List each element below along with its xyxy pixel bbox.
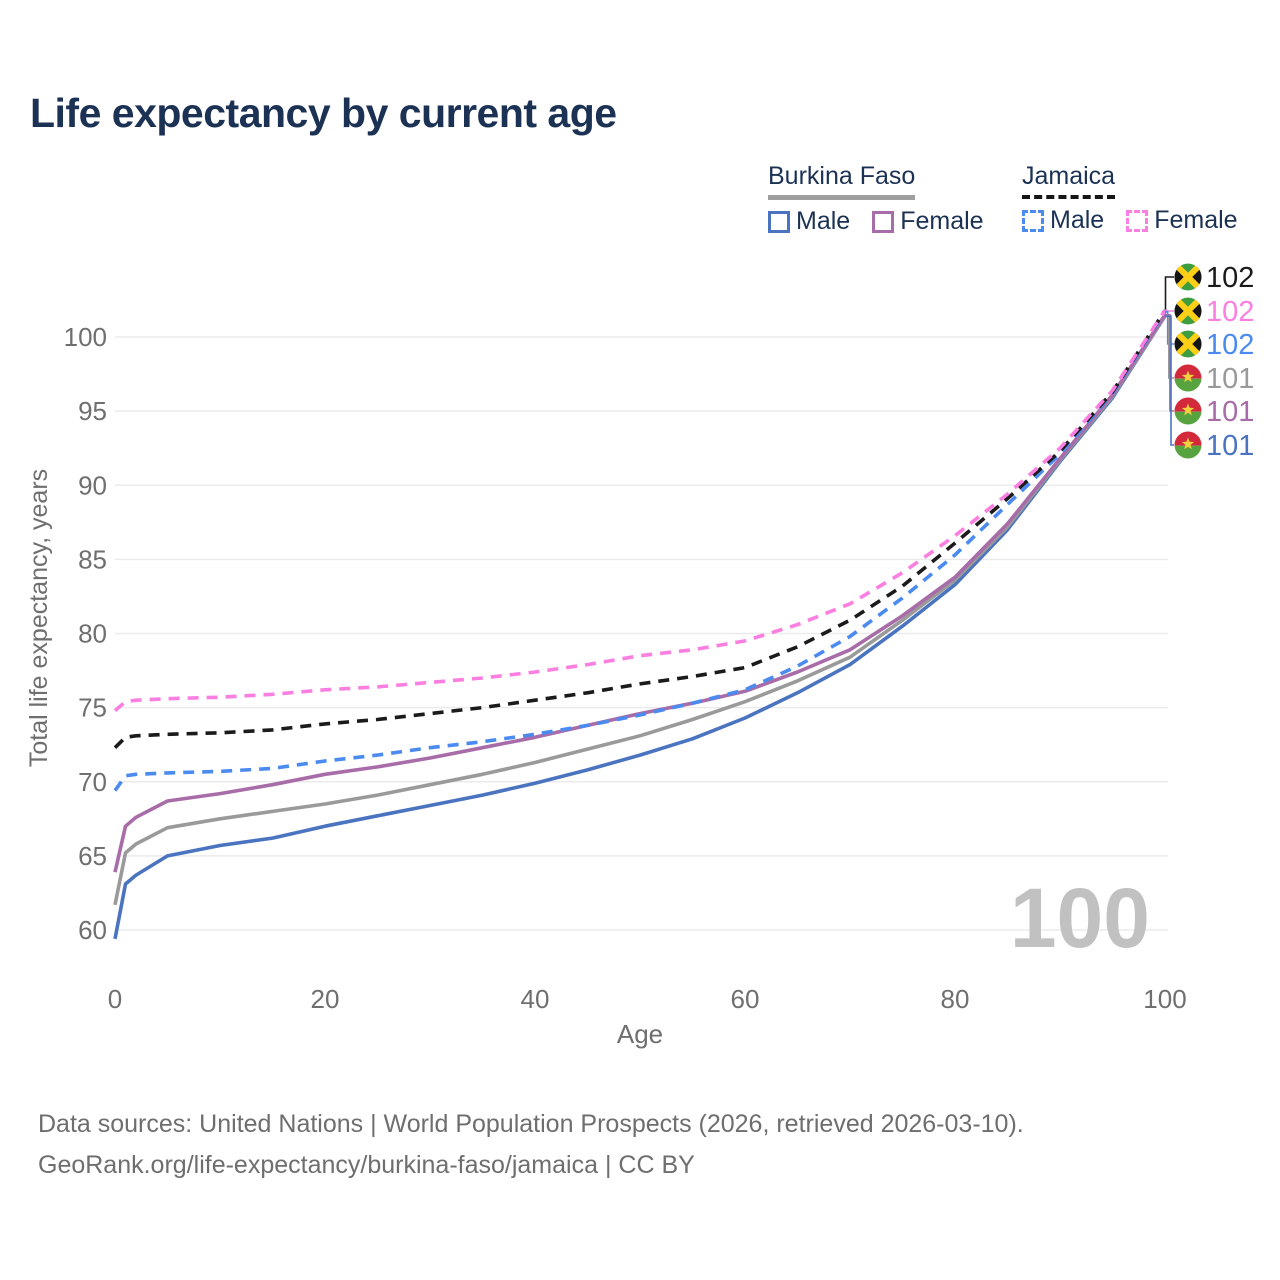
end-value-label-burkina-faso-male: 101: [1206, 430, 1254, 462]
y-tick-label: 95: [78, 396, 107, 426]
jamaica-flag-icon: [1174, 330, 1202, 358]
legend-group-jamaica: Jamaica Male Female: [1022, 162, 1238, 235]
x-tick-label: 60: [731, 984, 760, 1014]
series-line-burkina-faso-male-male[interactable]: [113, 315, 1167, 940]
end-value-label-jamaica-female: 102: [1206, 296, 1254, 328]
y-tick-label: 100: [64, 322, 107, 352]
legend-group-burkina-faso: Burkina Faso Male Female: [768, 162, 984, 236]
label-connector-jamaica-female: [1165, 309, 1174, 312]
x-tick-label: 0: [108, 984, 122, 1014]
chart-area[interactable]: 60 65 70 75 80 85 90 95 100 0 20 40 60 80 100 Age Total …: [0, 240, 1280, 1070]
burkina-faso-flag-icon: [1174, 431, 1202, 459]
jamaica-flag-icon: [1174, 297, 1202, 325]
line-swatch-jamaica-female: [1126, 209, 1149, 232]
x-tick-label: 80: [941, 984, 970, 1014]
x-tick-label: 100: [1143, 984, 1186, 1014]
x-tick-label: 20: [311, 984, 340, 1014]
series-line-jamaica-both-both[interactable]: [113, 309, 1167, 749]
y-tick-label: 75: [78, 693, 107, 723]
chart-legend: Burkina Faso Male Female Jamaica Male Fe…: [0, 162, 1280, 242]
y-tick-label: 85: [78, 544, 107, 574]
line-swatch-jamaica-male: [1022, 209, 1044, 232]
age-counter-watermark: 100: [1010, 871, 1150, 965]
label-connector-burkina-faso-female: [1165, 314, 1174, 412]
series-line-burkina-faso-both-both[interactable]: [113, 315, 1167, 906]
legend-item-label: Male: [796, 207, 851, 235]
label-connector-burkina-faso-male: [1165, 315, 1174, 446]
series-line-burkina-faso-female-female[interactable]: [113, 313, 1167, 873]
end-value-label-burkina-faso-female: 101: [1206, 396, 1254, 428]
line-chart[interactable]: 60 65 70 75 80 85 90 95 100 0 20 40 60 80 100 Age Total …: [0, 240, 1280, 1070]
line-swatch-burkina-faso-female: [872, 210, 895, 233]
y-tick-label: 60: [78, 915, 107, 945]
attribution-link-text[interactable]: GeoRank.org/life-expectancy/burkina-faso…: [38, 1151, 695, 1179]
x-axis-title: Age: [617, 1019, 663, 1049]
legend-item-label: Male: [1050, 206, 1105, 234]
y-tick-label: 65: [78, 841, 107, 871]
end-value-label-jamaica-male: 102: [1206, 329, 1254, 361]
legend-item-label: Female: [900, 207, 984, 235]
jamaica-flag-icon: [1174, 263, 1202, 291]
x-tick-label: 40: [521, 984, 550, 1014]
line-swatch-burkina-faso-male: [768, 210, 790, 233]
footer: Data sources: United Nations | World Pop…: [38, 1104, 1238, 1186]
burkina-faso-flag-icon: [1174, 397, 1202, 425]
legend-item-jamaica-male[interactable]: Male: [1022, 206, 1104, 235]
series-line-jamaica-female-female[interactable]: [113, 309, 1167, 712]
page-title: Life expectancy by current age: [30, 90, 617, 136]
label-connector-jamaica-both: [1164, 276, 1174, 312]
legend-item-jamaica-female[interactable]: Female: [1126, 206, 1238, 235]
end-value-label-jamaica-both: 102: [1206, 262, 1254, 294]
legend-country-jamaica[interactable]: Jamaica: [1022, 162, 1116, 199]
y-tick-label: 70: [78, 767, 107, 797]
legend-country-burkina-faso[interactable]: Burkina Faso: [768, 162, 916, 200]
legend-item-burkina-faso-male[interactable]: Male: [768, 207, 850, 236]
legend-item-label: Female: [1154, 206, 1238, 234]
series-line-jamaica-male-male[interactable]: [113, 310, 1167, 792]
y-tick-label: 90: [78, 470, 107, 500]
y-axis-title: Total life expectancy, years: [25, 469, 53, 767]
end-value-label-burkina-faso-both: 101: [1206, 363, 1254, 395]
legend-item-burkina-faso-female[interactable]: Female: [872, 207, 984, 236]
y-tick-label: 80: [78, 619, 107, 649]
burkina-faso-flag-icon: [1174, 364, 1202, 392]
data-sources-text: Data sources: United Nations | World Pop…: [38, 1110, 1024, 1138]
